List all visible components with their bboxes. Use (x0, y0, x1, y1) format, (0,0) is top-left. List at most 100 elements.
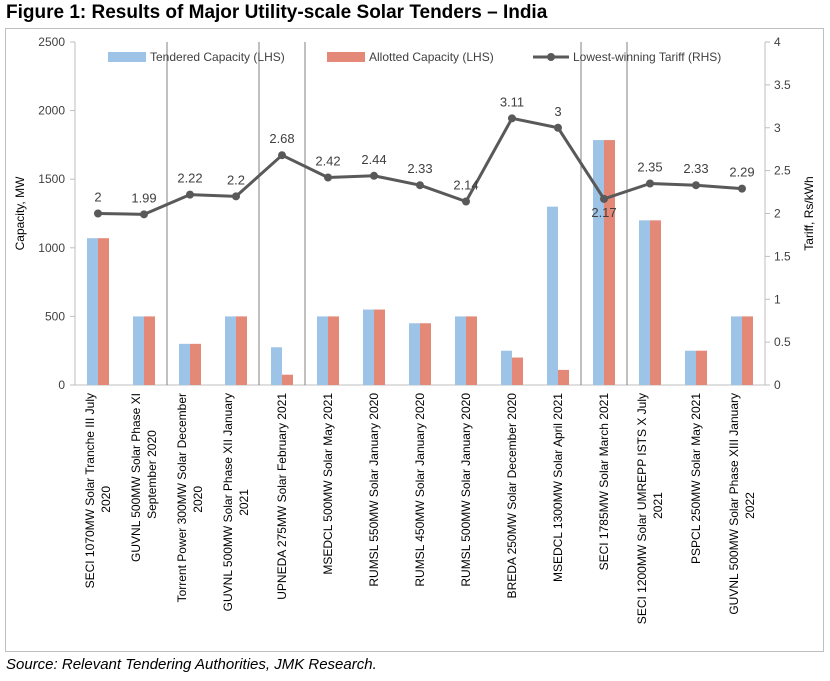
legend-label: Lowest-winning Tariff (RHS) (573, 50, 721, 64)
category-label-line: BREDA 250MW Solar December 2020 (505, 393, 519, 599)
tariff-data-label: 2.29 (729, 165, 754, 180)
tendered-bar (455, 316, 466, 385)
tariff-point (324, 173, 332, 182)
category-label-line: 2021 (237, 489, 251, 516)
legend-label: Allotted Capacity (LHS) (369, 50, 494, 64)
allotted-bar (466, 316, 477, 385)
left-tick-label: 2000 (38, 104, 65, 118)
tariff-point (278, 151, 286, 160)
tendered-bar (639, 220, 650, 385)
allotted-bar (650, 220, 661, 385)
category-label: GUVNL 500MW Solar Phase XI September 2020 (129, 393, 159, 562)
category-label: UPNEDA 275MW Solar February 2021 (275, 393, 289, 600)
chart-frame (5, 28, 824, 652)
y-axis-title: Capacity, MW (13, 176, 27, 250)
tariff-point (140, 210, 148, 219)
allotted-bar (512, 357, 523, 385)
right-tick-label: 1 (774, 292, 781, 306)
allotted-bar (742, 316, 753, 385)
y2-axis-title: Tariff, Rs/kWh (802, 176, 816, 250)
right-tick-label: 1.5 (774, 249, 791, 263)
category-label-line: SECI 1785MW Solar March 2021 (597, 393, 611, 571)
tendered-bar (685, 350, 696, 385)
category-label-line: 2022 (743, 492, 757, 519)
tariff-data-label: 3 (554, 104, 561, 119)
tariff-data-label: 2.17 (591, 205, 616, 220)
allotted-bar (144, 316, 155, 385)
allotted-bar (604, 140, 615, 385)
left-tick-label: 2500 (38, 35, 65, 49)
category-label: RUMSL 450MW Solar January 2020 (413, 393, 427, 587)
tariff-point (692, 181, 700, 190)
category-label-line: GUVNL 500MW Solar Phase XI (129, 393, 143, 562)
category-label-line: 2021 (651, 492, 665, 519)
category-label-line: MSEDCL 1300MW Solar April 2021 (551, 393, 565, 582)
tariff-point (370, 171, 378, 180)
allotted-bar (558, 369, 569, 385)
tendered-bar (731, 316, 742, 385)
tendered-bar (179, 343, 190, 385)
tendered-bar (593, 140, 604, 385)
tariff-data-label: 2.2 (227, 172, 245, 187)
tariff-data-label: 2.14 (453, 177, 478, 192)
category-label-line: 2020 (191, 486, 205, 513)
allotted-bar (328, 316, 339, 385)
tendered-bar (547, 206, 558, 385)
category-label-line: GUVNL 500MW Solar Phase XII January (221, 393, 235, 611)
category-label-line: September 2020 (145, 430, 159, 519)
tariff-point (462, 197, 470, 206)
category-label-line: MSEDCL 500MW Solar May 2021 (321, 393, 335, 575)
tariff-point (94, 209, 102, 218)
figure-title: Figure 1: Results of Major Utility-scale… (6, 2, 548, 23)
tariff-data-label: 2 (94, 190, 101, 205)
category-label: SECI 1785MW Solar March 2021 (597, 393, 611, 571)
category-label: GUVNL 500MW Solar Phase XIII January 2022 (727, 393, 757, 615)
allotted-bar (236, 316, 247, 385)
category-label: MSEDCL 500MW Solar May 2021 (321, 393, 335, 575)
tendered-bar (87, 238, 98, 385)
category-label: SECI 1200MW Solar UMREPP ISTS X July 2021 (635, 393, 665, 624)
tariff-point (232, 192, 240, 201)
allotted-bar (420, 323, 431, 385)
category-label: MSEDCL 1300MW Solar April 2021 (551, 393, 565, 582)
category-label-line: GUVNL 500MW Solar Phase XIII January (727, 393, 741, 615)
category-label-line: RUMSL 500MW Solar January 2020 (459, 393, 473, 587)
tendered-bar (409, 323, 420, 385)
tendered-bar (271, 347, 282, 385)
allotted-bar (190, 343, 201, 385)
right-tick-label: 4 (774, 35, 781, 49)
right-tick-label: 2.5 (774, 164, 791, 178)
tariff-data-label: 2.33 (407, 161, 432, 176)
tariff-point (508, 114, 516, 123)
tariff-data-label: 2.35 (637, 159, 662, 174)
left-tick-label: 1500 (38, 172, 65, 186)
category-label-line: Torrent Power 300MW Solar December (175, 393, 189, 602)
legend-swatch (108, 52, 146, 62)
left-tick-label: 1000 (38, 241, 65, 255)
tariff-data-label: 1.99 (131, 190, 156, 205)
category-label-line: UPNEDA 275MW Solar February 2021 (275, 393, 289, 600)
category-label: Torrent Power 300MW Solar December 2020 (175, 393, 205, 602)
tendered-bar (317, 316, 328, 385)
category-label: RUMSL 500MW Solar January 2020 (459, 393, 473, 587)
tariff-data-label: 2.33 (683, 161, 708, 176)
allotted-bar (374, 309, 385, 385)
right-tick-label: 2 (774, 207, 781, 221)
left-tick-label: 500 (45, 309, 65, 323)
category-label-line: SECI 1200MW Solar UMREPP ISTS X July (635, 393, 649, 624)
tariff-point (646, 179, 654, 188)
tariff-point (186, 190, 194, 199)
category-label: SECI 1070MW Solar Tranche III July 2020 (83, 393, 113, 588)
tariff-data-label: 2.68 (269, 131, 294, 146)
tariff-data-label: 2.22 (177, 171, 202, 186)
allotted-bar (282, 374, 293, 385)
tariff-point (416, 181, 424, 190)
right-tick-label: 3 (774, 121, 781, 135)
right-tick-label: 0.5 (774, 335, 791, 349)
right-tick-label: 0 (774, 378, 781, 392)
legend-swatch-marker (547, 53, 555, 61)
tariff-data-label: 3.11 (500, 94, 524, 109)
left-tick-label: 0 (58, 378, 65, 392)
tendered-bar (363, 309, 374, 385)
